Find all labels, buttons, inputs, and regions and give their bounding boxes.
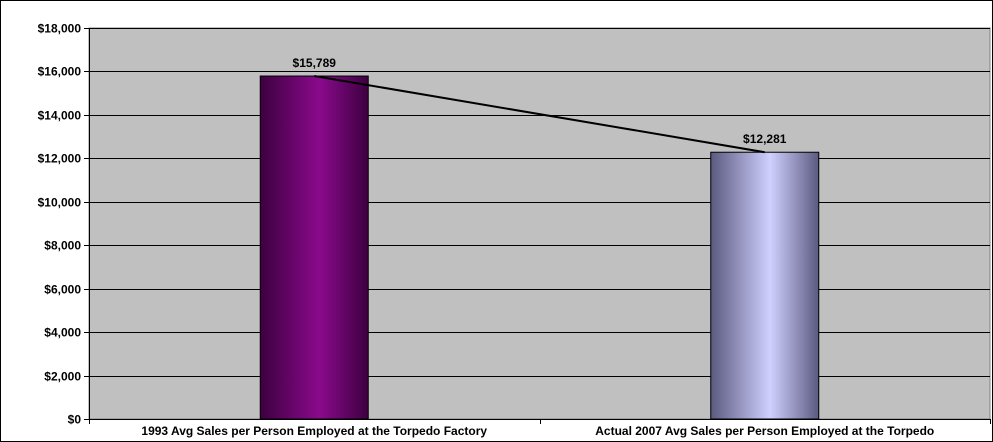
data-label: $15,789 <box>293 56 337 70</box>
y-tick-label: $4,000 <box>44 326 81 340</box>
y-tick-label: $10,000 <box>38 196 82 210</box>
bar-2 <box>710 151 820 420</box>
plot-area <box>88 27 991 420</box>
data-labels: $15,789 $12,281 <box>293 56 787 146</box>
y-tick-label: $0 <box>68 413 82 427</box>
y-axis: $0 $2,000 $4,000 $6,000 $8,000 $10,000 $12,000… <box>38 22 90 427</box>
y-tick-label: $16,000 <box>38 65 82 79</box>
gridlines <box>89 28 990 377</box>
y-tick-label: $14,000 <box>38 109 82 123</box>
category-label: 1993 Avg Sales per Person Employed at th… <box>141 424 487 441</box>
y-tick-label: $12,000 <box>38 152 82 166</box>
category-label: Actual 2007 Avg Sales per Person Employe… <box>595 424 934 441</box>
connector-segment <box>314 75 765 154</box>
category-label-line: Inflated to 2007 Dollars <box>249 440 381 441</box>
y-tick-label: $8,000 <box>44 239 81 253</box>
x-axis: 1993 Avg Sales per Person Employed at th… <box>89 419 991 441</box>
y-tick-label: $6,000 <box>44 283 81 297</box>
y-tick-label: $2,000 <box>44 370 81 384</box>
bars <box>259 75 820 420</box>
bar-1 <box>259 75 369 420</box>
category-label-line: Factory <box>743 440 787 441</box>
data-label: $12,281 <box>743 132 787 146</box>
y-tick-label: $18,000 <box>38 22 82 36</box>
category-label-line: 1993 Avg Sales per Person Employed at th… <box>141 424 487 438</box>
connector-line <box>314 75 765 154</box>
category-label-line: Actual 2007 Avg Sales per Person Employe… <box>595 424 934 438</box>
